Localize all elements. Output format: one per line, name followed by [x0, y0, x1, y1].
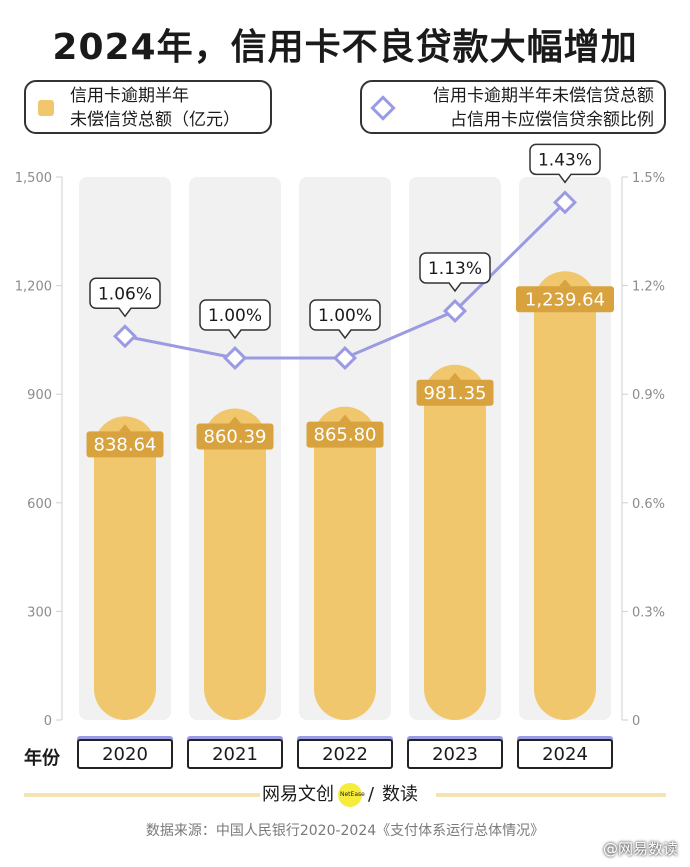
- legend-bar-swatch: [38, 100, 54, 116]
- bar: [534, 271, 596, 720]
- y-right-tick-label: 1.5%: [632, 171, 665, 186]
- brand-name: 网易文创: [262, 784, 334, 805]
- brand-logo: 网易文创 NetEase / 数读: [262, 780, 434, 810]
- bar-value-label-bg: [416, 379, 494, 406]
- bar: [94, 416, 156, 720]
- y-right-tick-label: 0.9%: [632, 388, 665, 403]
- y-left-tick-label: 300: [27, 605, 52, 620]
- ratio-callout-box: [419, 252, 491, 293]
- ratio-value-label: 1.06%: [98, 284, 152, 304]
- ratio-value-label: 1.13%: [428, 259, 482, 279]
- legend-amount-line1: 信用卡逾期半年: [70, 86, 189, 106]
- bar-value-label: 860.39: [204, 427, 267, 448]
- legend-amount: 信用卡逾期半年 未偿信贷总额（亿元）: [24, 80, 272, 134]
- bar-value-label-pointer: [119, 424, 131, 432]
- y-left-tick-label: 900: [27, 388, 52, 403]
- y-left-tick-label: 600: [27, 497, 52, 512]
- ratio-point: [112, 324, 138, 349]
- legend-amount-line2: 未偿信贷总额（亿元）: [70, 110, 240, 130]
- x-tick-label: 2020: [77, 739, 173, 769]
- y-right-tick-label: 0.6%: [632, 497, 665, 512]
- ratio-point: [442, 298, 468, 323]
- y-right-tick-label: 0.3%: [632, 605, 665, 620]
- x-tick-label: 2024: [517, 739, 613, 769]
- brand-separator: /: [368, 784, 375, 805]
- x-tick-label: 2021: [187, 739, 283, 769]
- legend-ratio-text: 信用卡逾期半年未偿信贷总额 占信用卡应偿信贷余额比例: [433, 84, 654, 132]
- legend-ratio-line1: 信用卡逾期半年未偿信贷总额: [433, 86, 654, 106]
- brand-divider-left: [24, 793, 260, 797]
- legend-ratio: 信用卡逾期半年未偿信贷总额 占信用卡应偿信贷余额比例: [360, 80, 666, 134]
- bar-value-label-pointer: [339, 414, 351, 422]
- ratio-point: [222, 345, 248, 371]
- ratio-callout-box: [89, 277, 161, 318]
- bar: [424, 364, 486, 720]
- x-tick-label: 2023: [407, 739, 503, 769]
- bar-value-label-bg: [86, 431, 164, 458]
- bar-value-label: 1,239.64: [525, 289, 605, 310]
- ratio-value-label: 1.00%: [318, 306, 372, 326]
- watermark: @网易数读: [602, 840, 678, 858]
- legend-amount-text: 信用卡逾期半年 未偿信贷总额（亿元）: [70, 84, 240, 132]
- ratio-callout-box: [309, 299, 381, 340]
- bar-value-label-pointer: [559, 279, 571, 287]
- y-right-tick-label: 1.2%: [632, 280, 665, 295]
- ratio-callout-box: [199, 299, 271, 340]
- bar-value-label-pointer: [449, 372, 461, 380]
- chart-title: 2024年，信用卡不良贷款大幅增加: [52, 27, 638, 68]
- ratio-value-label: 1.43%: [538, 150, 592, 170]
- brand-dot-icon: [338, 783, 362, 807]
- bar-value-label: 838.64: [94, 434, 157, 455]
- y-right-tick-label: 0: [632, 714, 640, 729]
- ratio-point: [552, 190, 578, 215]
- bar-value-label-bg: [516, 286, 614, 313]
- ratio-point: [332, 345, 358, 371]
- bar-value-label-bg: [306, 421, 384, 448]
- brand-divider-right: [436, 793, 666, 797]
- bar: [314, 406, 376, 720]
- y-left-tick-label: 0: [44, 714, 52, 729]
- legend-ratio-line2: 占信用卡应偿信贷余额比例: [450, 110, 654, 130]
- bar-value-label: 981.35: [424, 383, 487, 404]
- x-tick-label: 2022: [297, 739, 393, 769]
- y-left-tick-label: 1,200: [15, 280, 52, 295]
- bar-value-label-bg: [196, 423, 274, 450]
- bar-value-label: 865.80: [314, 425, 377, 446]
- brand-subname: 数读: [382, 784, 418, 805]
- brand-name-en: NetEase: [340, 791, 365, 798]
- ratio-value-label: 1.00%: [208, 306, 262, 326]
- ratio-callout-box: [529, 143, 601, 184]
- bar: [204, 408, 266, 720]
- bar-value-label-pointer: [229, 416, 241, 424]
- x-axis-title: 年份: [24, 748, 60, 769]
- y-left-tick-label: 1,500: [15, 171, 52, 186]
- source-note: 数据来源：中国人民银行2020-2024《支付体系运行总体情况》: [145, 823, 545, 839]
